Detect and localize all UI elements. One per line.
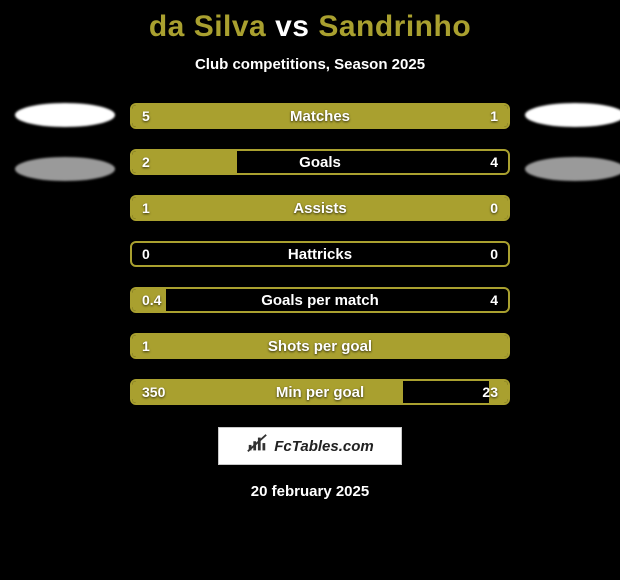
right-side-shapes [520, 103, 620, 181]
stat-value-left: 2 [142, 151, 150, 173]
left-side-shapes [10, 103, 120, 181]
player2-shadow-ellipse [525, 157, 620, 181]
stat-value-left: 0.4 [142, 289, 161, 311]
stat-bar: 0.4 4Goals per match [130, 287, 510, 313]
stat-value-left: 350 [142, 381, 165, 403]
stat-fill-left [132, 381, 403, 403]
stat-value-left: 0 [142, 243, 150, 265]
stat-bar: 51Matches [130, 103, 510, 129]
stat-fill-left [132, 197, 508, 219]
stat-bar: 10Assists [130, 195, 510, 221]
stat-value-right: 4 [490, 151, 498, 173]
player2-name: Sandrinho [318, 10, 471, 43]
stat-value-right: 1 [490, 105, 498, 127]
player1-name: da Silva [149, 10, 266, 43]
stat-value-left: 5 [142, 105, 150, 127]
source-text: FcTables.com [274, 438, 373, 455]
player1-shirt-ellipse [15, 103, 115, 127]
stat-value-right: 23 [482, 381, 498, 403]
stat-fill-left [132, 335, 508, 357]
stat-value-left: 1 [142, 197, 150, 219]
player1-shadow-ellipse [15, 157, 115, 181]
stat-bar: 1Shots per goal [130, 333, 510, 359]
stat-label: Hattricks [132, 243, 508, 265]
player2-shirt-ellipse [525, 103, 620, 127]
comparison-title: da Silva vs Sandrinho [149, 10, 471, 44]
stat-fill-right [444, 105, 508, 127]
date-label: 20 february 2025 [251, 483, 369, 500]
chart-icon [246, 433, 268, 460]
stat-fill-left [132, 105, 444, 127]
subtitle: Club competitions, Season 2025 [195, 56, 425, 73]
stat-value-right: 0 [490, 197, 498, 219]
stat-value-right: 0 [490, 243, 498, 265]
stat-bar: 35023Min per goal [130, 379, 510, 405]
stat-bars: 51Matches24Goals10Assists00Hattricks0.44… [130, 103, 510, 405]
stat-value-left: 1 [142, 335, 150, 357]
stat-bar: 24Goals [130, 149, 510, 175]
stat-value-right: 4 [490, 289, 498, 311]
vs-label: vs [275, 10, 309, 43]
comparison-grid: 51Matches24Goals10Assists00Hattricks0.44… [10, 103, 610, 405]
stat-bar: 0 0Hattricks [130, 241, 510, 267]
stat-label: Goals per match [132, 289, 508, 311]
source-badge: FcTables.com [218, 427, 402, 465]
